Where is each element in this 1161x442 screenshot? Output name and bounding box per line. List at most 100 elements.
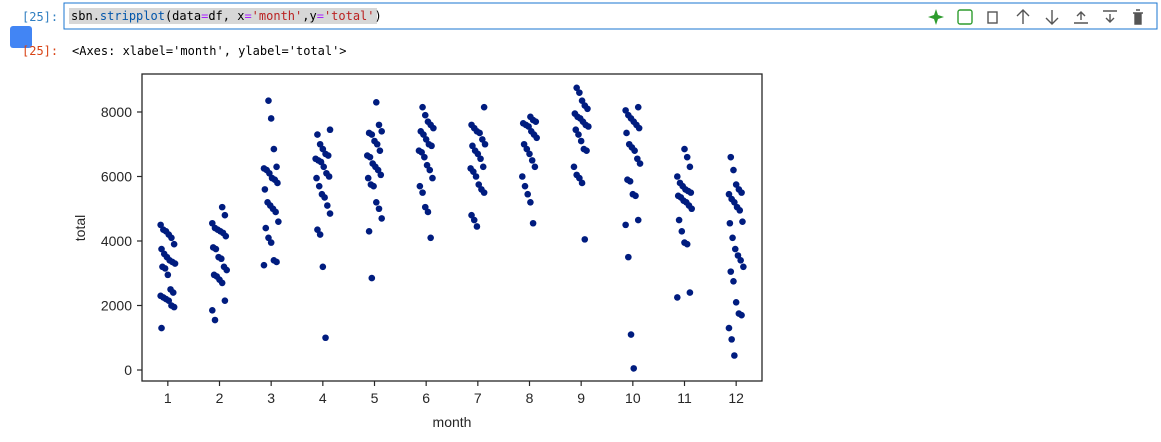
point [209,219,216,227]
point [725,324,733,332]
point [260,261,268,269]
point [727,153,735,161]
point [470,216,478,224]
move-down-button[interactable] [1045,10,1059,25]
y-axis-label: total [72,215,88,241]
point [734,252,742,259]
point [265,97,272,105]
point [480,103,488,111]
x-tick-label: 2 [216,390,224,406]
point [525,123,532,130]
code-token: sbn [71,9,93,23]
point [218,279,226,287]
point [528,157,536,164]
point [472,173,480,180]
point [738,189,745,196]
point [373,140,381,148]
point [272,208,279,216]
point [740,263,747,271]
point [738,311,745,319]
point [527,198,534,206]
translate-icon[interactable] [10,26,32,48]
ai-button[interactable] [928,9,944,25]
point [325,173,333,180]
point [378,128,386,135]
point [373,198,380,206]
point [739,218,746,225]
point [622,107,629,114]
point [366,153,374,161]
code-token: ,y [302,9,316,23]
point [578,179,586,187]
point [429,174,436,182]
point [212,245,220,253]
point [729,234,736,242]
point [423,161,431,169]
point [261,186,269,193]
x-tick-label: 10 [625,390,641,406]
y-tick-label: 2000 [101,297,132,313]
point [320,163,328,171]
format-button[interactable] [957,9,973,25]
point [634,155,641,163]
point [326,126,334,134]
insert-above-button[interactable] [1074,11,1088,24]
point [631,147,638,154]
point [375,121,383,129]
point [731,198,738,206]
point [370,182,377,190]
point [481,140,489,148]
y-tick-label: 6000 [101,168,132,184]
point [171,260,179,267]
point [170,240,178,248]
point [730,278,737,285]
point [476,129,483,137]
point [686,289,694,296]
point [421,111,429,119]
in-prompt: [25]: [22,10,58,24]
selection [69,8,377,24]
point [324,152,332,159]
point [479,136,486,143]
point [675,216,683,224]
point [526,150,533,158]
out-prompt: [25]: [22,44,58,58]
point [209,307,216,314]
point [479,163,487,171]
point [519,173,526,180]
point [218,203,226,211]
x-tick-label: 4 [319,390,327,406]
insert-below-button[interactable] [1103,10,1117,23]
copy-button[interactable] [987,11,998,24]
point [627,331,635,338]
point [421,153,428,161]
point [730,166,737,174]
cell-toolbar [928,9,1143,25]
point [316,231,324,238]
point [315,182,323,190]
point [168,234,175,242]
point [583,147,590,154]
point [324,202,331,209]
point [170,303,178,311]
x-tick-label: 6 [422,390,430,406]
point [275,218,282,225]
point [532,118,540,125]
point [475,181,483,188]
point [570,163,578,171]
point [576,89,583,96]
point [221,211,229,219]
point [267,115,275,122]
move-up-button[interactable] [1016,9,1030,24]
point [314,226,321,234]
point [622,221,629,229]
point [321,194,328,201]
point [474,150,482,158]
point [573,84,580,92]
delete-button[interactable] [1133,9,1143,25]
point [313,174,320,182]
point [267,239,275,246]
axes-frame [141,73,763,382]
code-token: 'total' [324,9,375,23]
